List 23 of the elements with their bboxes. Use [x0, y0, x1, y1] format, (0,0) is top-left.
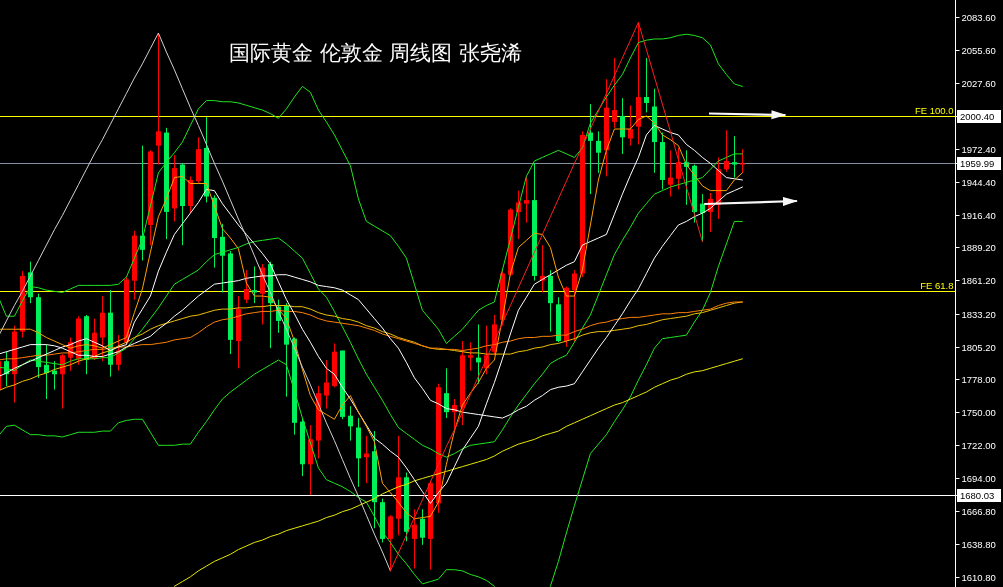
y-tick-label: 1778.00: [961, 374, 996, 385]
y-tick-label: 1944.40: [961, 177, 996, 188]
y-tick-label: 1959.99: [960, 158, 995, 169]
y-tick-label: 1722.00: [961, 440, 996, 451]
y-tick-label: 1805.20: [961, 342, 996, 353]
y-tick-label: 2055.60: [961, 45, 996, 56]
y-tick-label: 2000.40: [960, 111, 995, 122]
y-tick-label: 1680.03: [960, 490, 995, 501]
y-tick-label: 1666.80: [961, 506, 996, 517]
ref-line-label: FE 61.8: [920, 280, 954, 291]
y-tick-label: 1916.40: [961, 210, 996, 221]
y-tick-label: 1889.20: [961, 242, 996, 253]
y-tick-label: 1694.00: [961, 473, 996, 484]
y-tick-label: 1638.80: [961, 539, 996, 550]
y-tick-label: 2083.60: [961, 12, 996, 23]
y-tick-label: 1972.40: [961, 144, 996, 155]
y-tick-label: 1861.20: [961, 275, 996, 286]
y-tick-label: 2027.60: [961, 78, 996, 89]
y-tick-label: 1750.00: [961, 407, 996, 418]
text: 国际黄金 伦敦金 周线图 张尧浠: [229, 41, 523, 65]
y-tick-label: 1833.20: [961, 309, 996, 320]
ref-line-label: FE 100.0: [914, 105, 954, 116]
y-tick-label: 1610.80: [961, 572, 996, 583]
